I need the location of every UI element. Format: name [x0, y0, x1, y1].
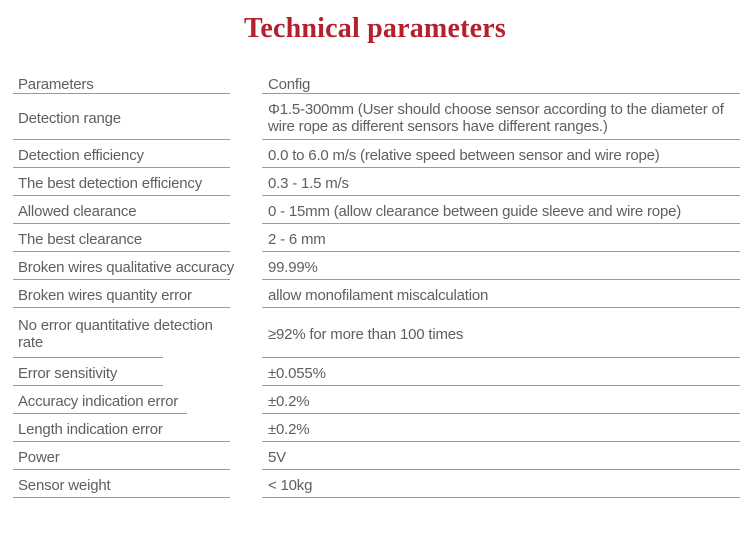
param-label: Length indication error	[18, 420, 163, 438]
config-cell: ±0.2%	[262, 414, 740, 443]
param-cell: Allowed clearance	[13, 196, 230, 225]
config-value: ±0.055%	[268, 364, 326, 382]
column-gap	[230, 414, 262, 442]
column-gap	[230, 280, 262, 308]
table-row: Power 5V	[13, 442, 740, 471]
config-value: 99.99%	[268, 258, 318, 276]
config-cell: allow monofilament miscalculation	[262, 280, 740, 309]
config-value: allow monofilament miscalculation	[268, 286, 489, 304]
param-cell: Detection range	[13, 94, 230, 141]
column-gap	[230, 72, 262, 94]
param-label: Error sensitivity	[18, 364, 118, 382]
config-value: ≥92% for more than 100 times	[268, 325, 464, 343]
config-cell: Φ1.5-300mm (User should choose sensor ac…	[262, 94, 740, 141]
table-row: Broken wires qualitative accuracy 99.99%	[13, 252, 740, 281]
table-row: Allowed clearance 0 - 15mm (allow cleara…	[13, 196, 740, 225]
param-label: Sensor weight	[18, 476, 111, 494]
config-cell: ±0.2%	[262, 386, 740, 415]
config-header-cell: Config	[262, 72, 740, 95]
config-cell: 5V	[262, 442, 740, 471]
param-cell: Accuracy indication error	[13, 386, 230, 415]
param-header-cell: Parameters	[13, 72, 230, 95]
param-cell: Error sensitivity	[13, 358, 230, 387]
config-cell: ±0.055%	[262, 358, 740, 387]
column-gap	[230, 94, 262, 140]
column-gap	[230, 358, 262, 386]
param-label: Power	[18, 448, 60, 466]
config-cell: ≥92% for more than 100 times	[262, 308, 740, 359]
table-row: Sensor weight < 10kg	[13, 470, 740, 499]
config-value: ±0.2%	[268, 392, 310, 410]
column-gap	[230, 442, 262, 470]
column-gap	[230, 224, 262, 252]
param-cell: The best detection efficiency	[13, 168, 230, 197]
config-cell: 99.99%	[262, 252, 740, 281]
table-row: Accuracy indication error ±0.2%	[13, 386, 740, 415]
param-label: Accuracy indication error	[18, 392, 179, 410]
table-row: Length indication error ±0.2%	[13, 414, 740, 443]
param-label: Detection range	[18, 109, 121, 127]
page-title: Technical parameters	[244, 13, 506, 44]
spec-table: Parameters Config Detection range Φ1.5-3…	[13, 72, 740, 499]
config-header-label: Config	[268, 75, 311, 93]
param-label: The best detection efficiency	[18, 174, 203, 192]
param-cell: Broken wires qualitative accuracy	[13, 252, 234, 281]
column-gap	[230, 140, 262, 168]
param-label: No error quantitative detection rate	[18, 317, 213, 352]
table-row: Detection range Φ1.5-300mm (User should …	[13, 94, 740, 141]
table-row: Broken wires quantity error allow monofi…	[13, 280, 740, 309]
config-value: 2 - 6 mm	[268, 230, 326, 248]
param-cell: Power	[13, 442, 230, 471]
param-label: Broken wires quantity error	[18, 286, 192, 304]
table-row: Detection efficiency 0.0 to 6.0 m/s (rel…	[13, 140, 740, 169]
param-cell: Sensor weight	[13, 470, 230, 499]
param-label: The best clearance	[18, 230, 142, 248]
param-label: Detection efficiency	[18, 146, 144, 164]
config-cell: 0 - 15mm (allow clearance between guide …	[262, 196, 740, 225]
table-row: Error sensitivity ±0.055%	[13, 358, 740, 387]
table-row: The best detection efficiency 0.3 - 1.5 …	[13, 168, 740, 197]
config-cell: 0.3 - 1.5 m/s	[262, 168, 740, 197]
config-cell: 0.0 to 6.0 m/s (relative speed between s…	[262, 140, 740, 169]
param-cell: The best clearance	[13, 224, 230, 253]
param-header-label: Parameters	[18, 75, 94, 93]
column-gap	[230, 196, 262, 224]
column-gap	[230, 386, 262, 414]
param-cell: No error quantitative detection rate	[13, 308, 230, 359]
config-value: 0.3 - 1.5 m/s	[268, 174, 349, 192]
config-value: 0.0 to 6.0 m/s (relative speed between s…	[268, 146, 660, 164]
config-value: < 10kg	[268, 476, 313, 494]
config-value: ±0.2%	[268, 420, 310, 438]
config-cell: < 10kg	[262, 470, 740, 499]
param-cell: Broken wires quantity error	[13, 280, 230, 309]
table-header-row: Parameters Config	[13, 72, 740, 95]
config-value: 5V	[268, 448, 286, 466]
config-value: Φ1.5-300mm (User should choose sensor ac…	[268, 101, 724, 136]
param-cell: Length indication error	[13, 414, 230, 443]
column-gap	[230, 168, 262, 196]
column-gap	[230, 308, 262, 358]
table-row: No error quantitative detection rate ≥92…	[13, 308, 740, 359]
param-label: Broken wires qualitative accuracy	[18, 258, 234, 276]
column-gap	[230, 252, 262, 280]
config-cell: 2 - 6 mm	[262, 224, 740, 253]
config-value: 0 - 15mm (allow clearance between guide …	[268, 202, 682, 220]
param-cell: Detection efficiency	[13, 140, 230, 169]
table-row: The best clearance 2 - 6 mm	[13, 224, 740, 253]
column-gap	[230, 470, 262, 498]
param-label: Allowed clearance	[18, 202, 137, 220]
